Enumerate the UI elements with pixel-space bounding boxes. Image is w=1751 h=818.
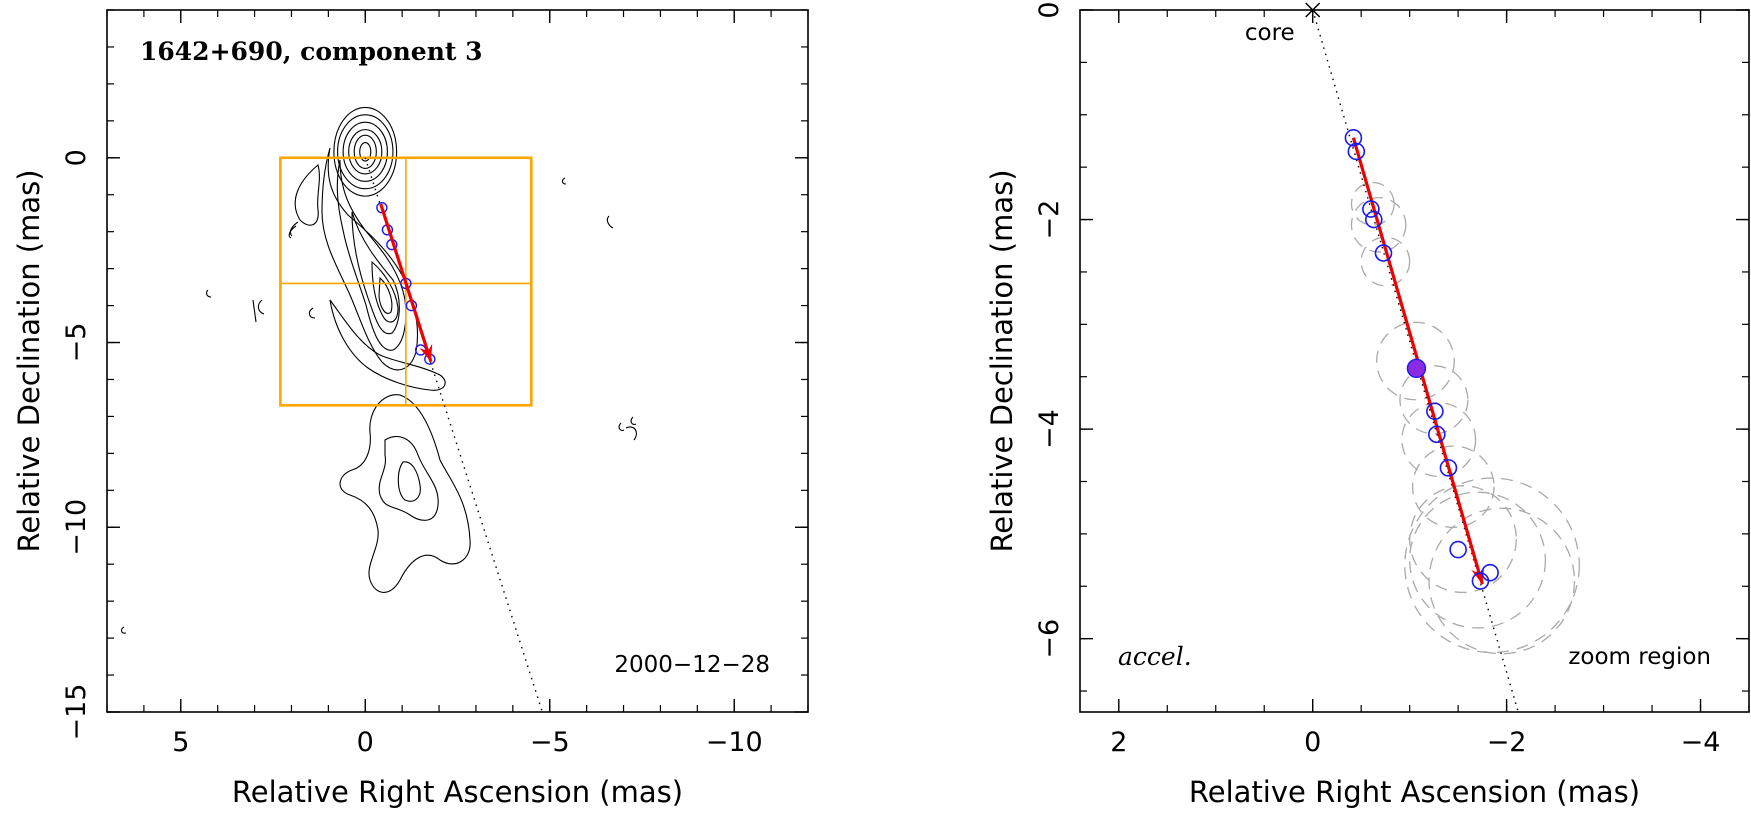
core-contour [359, 142, 372, 162]
x-tick-label: 5 [172, 727, 189, 758]
x-tick-label: −2 [1487, 727, 1527, 758]
uncertainty-circle [1399, 365, 1469, 435]
jet-contour [371, 260, 399, 323]
component-marker [1471, 572, 1490, 590]
region-label: zoom region [1568, 644, 1711, 670]
uncertainty-circle [1409, 491, 1547, 629]
core-contour [348, 129, 383, 175]
jet-contour [339, 394, 471, 593]
core-contour [337, 114, 394, 190]
y-tick-label: −2 [1034, 200, 1065, 240]
y-tick-label: −15 [61, 684, 92, 741]
component-marker [1347, 142, 1366, 161]
y-tick-label: −10 [61, 499, 92, 556]
y-tick-label: 0 [1034, 1, 1065, 18]
isolated-contour [606, 215, 614, 229]
uncertainty-circle [1350, 196, 1407, 253]
jet-contour [351, 211, 400, 335]
component-marker [1426, 402, 1444, 421]
y-tick-label: 0 [61, 149, 92, 166]
component-marker [1449, 540, 1467, 559]
x-tick-label: 2 [1110, 727, 1127, 758]
core-contour [353, 134, 377, 169]
isolated-contour [288, 225, 297, 239]
isolated-contour [121, 626, 127, 634]
jet-contour [294, 164, 320, 226]
jet-contour [397, 461, 421, 502]
uncertainty-circle [1409, 485, 1517, 594]
component-marker [1439, 459, 1458, 477]
uncertainty-circle [1350, 181, 1395, 226]
plot-frame [106, 9, 809, 713]
x-tick-label: −4 [1681, 727, 1721, 758]
fit-label: accel. [1118, 642, 1192, 671]
component-marker [1344, 129, 1363, 147]
uncertainty-circle [1360, 236, 1411, 287]
y-tick-label: −5 [61, 323, 92, 363]
isolated-contour [630, 416, 637, 425]
component-marker [1364, 210, 1383, 229]
isolated-contour [289, 221, 299, 237]
motion-vector-head [419, 343, 433, 362]
jet-contour [378, 436, 439, 521]
y-axis-title: Relative Declination (mas) [12, 169, 46, 552]
isolated-contour [561, 177, 567, 185]
isolated-contour [618, 422, 625, 431]
y-tick-label: −6 [1034, 619, 1065, 659]
plot-frame [1079, 9, 1750, 713]
x-axis-title: Relative Right Ascension (mas) [232, 775, 683, 809]
epoch-label: 2000−12−28 [614, 652, 770, 678]
x-tick-label: −5 [530, 727, 570, 758]
right-panel: core accel. zoom region 2 0 −2 −4 0 −2 −4 −6 Relati… [985, 1, 1750, 809]
uncertainty-circle [1428, 507, 1576, 655]
motion-vector [379, 203, 433, 363]
isolated-contour [257, 299, 265, 315]
isolated-contour [206, 289, 212, 298]
y-axis-title: Relative Declination (mas) [985, 169, 1019, 552]
y-tick-label: −4 [1034, 409, 1065, 449]
component-marker [1428, 425, 1446, 444]
x-axis-title: Relative Right Ascension (mas) [1189, 775, 1640, 809]
core-contour [333, 106, 398, 197]
motion-vector-head [1471, 566, 1485, 585]
jet-contour [378, 276, 393, 314]
component-marker [1374, 244, 1393, 262]
x-tick-label: 0 [1304, 727, 1321, 758]
jet-contour [336, 159, 407, 351]
panel-title: 1642+690, component 3 [140, 37, 483, 66]
x-tick-label: 0 [357, 727, 374, 758]
reference-epoch-marker [1406, 358, 1427, 379]
left-panel: 1642+690, component 3 2000−12−28 5 0 −5 −10 0 −… [12, 9, 809, 809]
component-marker [1362, 200, 1380, 218]
isolated-contour [252, 299, 257, 323]
uncertainty-circle [1376, 321, 1455, 401]
isolated-contour [308, 307, 316, 319]
uncertainty-circle [1401, 402, 1477, 478]
jet-contour [329, 299, 446, 391]
core-label: core [1245, 20, 1295, 46]
core-contour [342, 121, 388, 182]
isolated-contour [625, 426, 637, 441]
component-marker [1481, 563, 1499, 582]
x-tick-label: −10 [706, 727, 763, 758]
uncertainty-circle [1404, 477, 1580, 654]
